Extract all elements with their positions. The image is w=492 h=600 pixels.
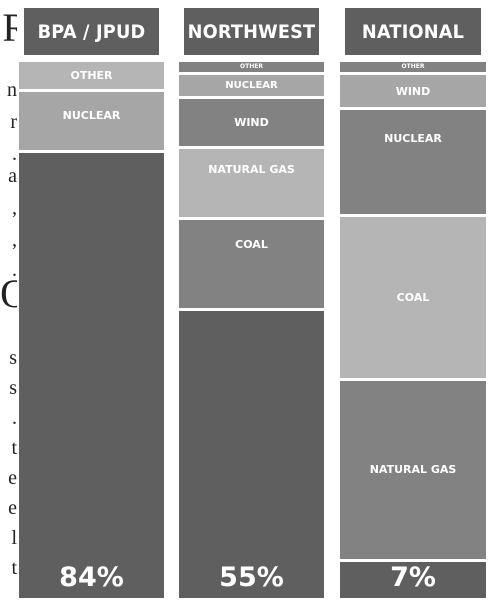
text-fragment: l bbox=[11, 527, 17, 549]
segment-label: NUCLEAR bbox=[225, 79, 278, 91]
headline-percent-northwest: 55% bbox=[219, 562, 284, 593]
bar-segment-northwest-hydro bbox=[179, 311, 324, 598]
segment-label: WIND bbox=[234, 116, 269, 130]
text-fragment: t bbox=[11, 437, 17, 459]
bar-segment-national-other: OTHER bbox=[340, 62, 486, 73]
bar-segment-northwest-nuclear: NUCLEAR bbox=[179, 75, 324, 97]
bar-segment-bpa-jpud-nuclear: NUCLEAR bbox=[19, 91, 164, 150]
text-fragment: s bbox=[9, 377, 17, 399]
segment-label: NATURAL GAS bbox=[208, 163, 295, 177]
text-fragment: , bbox=[12, 229, 17, 251]
text-fragment: O bbox=[0, 271, 17, 316]
bar-segment-northwest-other: OTHER bbox=[179, 62, 324, 73]
text-fragment: n bbox=[7, 79, 17, 101]
bar-segment-national-nuclear: NUCLEAR bbox=[340, 109, 486, 214]
segment-label: COAL bbox=[396, 291, 430, 305]
bar-segment-bpa-jpud-hydro bbox=[19, 152, 164, 598]
text-fragment: a bbox=[8, 165, 17, 187]
column-header-bpa-jpud: BPA / JPUD bbox=[24, 8, 159, 55]
headline-percent-national: 7% bbox=[390, 562, 436, 593]
segment-label: COAL bbox=[235, 238, 268, 252]
text-fragment: e bbox=[8, 467, 17, 489]
text-fragment: s bbox=[9, 347, 17, 369]
text-fragment: t bbox=[11, 557, 17, 579]
bar-segment-national-wind: WIND bbox=[340, 75, 486, 107]
segment-label: OTHER bbox=[240, 63, 263, 71]
segment-label: NUCLEAR bbox=[62, 108, 121, 122]
text-fragment: . bbox=[12, 407, 17, 429]
column-header-northwest: NORTHWEST bbox=[184, 8, 319, 55]
bar-segment-national-coal: COAL bbox=[340, 216, 486, 379]
text-fragment: R bbox=[2, 5, 17, 50]
text-fragment: e bbox=[8, 497, 17, 519]
text-fragment: , bbox=[12, 197, 17, 219]
segment-label: NUCLEAR bbox=[384, 131, 442, 145]
segment-label: OTHER bbox=[70, 68, 113, 82]
segment-label: WIND bbox=[395, 84, 431, 98]
bar-segment-national-hydro bbox=[340, 561, 486, 598]
text-fragment: . bbox=[12, 143, 17, 165]
headline-percent-bpa-jpud: 84% bbox=[59, 562, 124, 593]
bar-segment-bpa-jpud-other: OTHER bbox=[19, 62, 164, 89]
text-fragment: . bbox=[12, 259, 17, 281]
segment-label: OTHER bbox=[401, 63, 425, 71]
segment-label: NATURAL GAS bbox=[369, 463, 457, 477]
bar-segment-northwest-natural-gas: NATURAL GAS bbox=[179, 149, 324, 217]
bar-segment-northwest-coal: COAL bbox=[179, 219, 324, 309]
column-header-national: NATIONAL bbox=[344, 8, 482, 55]
bar-segment-national-natural-gas: NATURAL GAS bbox=[340, 381, 486, 559]
text-fragment: r bbox=[10, 111, 17, 133]
bar-segment-northwest-wind: WIND bbox=[179, 99, 324, 147]
